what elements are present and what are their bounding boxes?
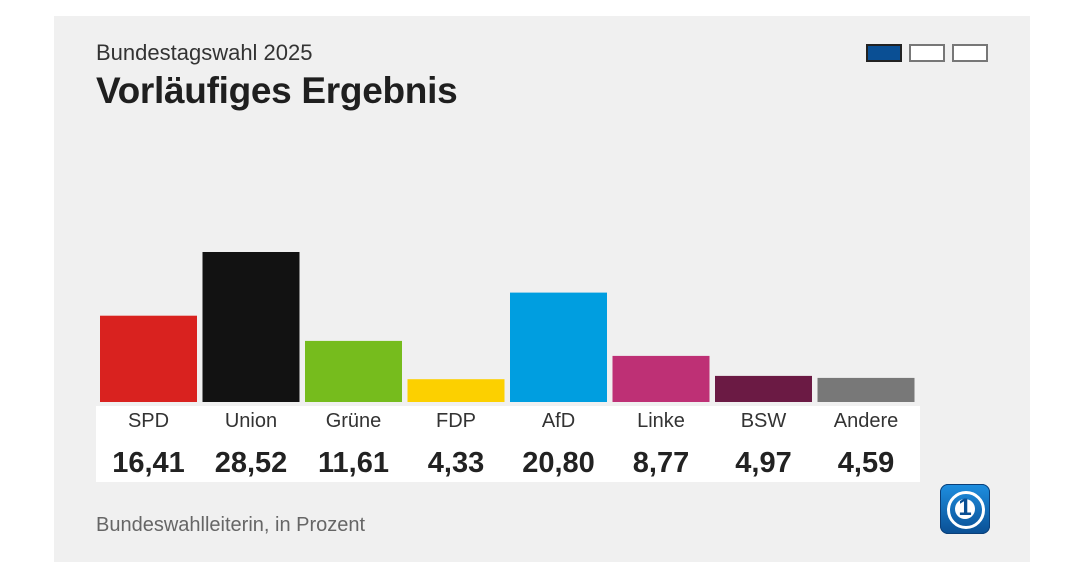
value-label-grüne: 11,61: [318, 447, 389, 479]
bar-grüne: [305, 340, 402, 402]
category-label-spd: SPD: [128, 410, 169, 432]
value-label-spd: 16,41: [112, 447, 185, 479]
page-indicator-2[interactable]: [909, 44, 945, 62]
value-label-fdp: 4,33: [428, 447, 484, 479]
bar-afd: [510, 292, 607, 402]
chart-subtitle: Bundestagswahl 2025: [96, 40, 313, 65]
page-indicator-3[interactable]: [952, 44, 988, 62]
category-label-andere: Andere: [834, 410, 899, 432]
category-label-fdp: FDP: [436, 410, 476, 432]
bar-andere: [817, 377, 915, 402]
value-label-linke: 8,77: [633, 447, 689, 479]
bar-linke: [612, 355, 710, 402]
category-label-union: Union: [225, 410, 277, 432]
tagesschau-logo-icon: 1: [940, 484, 990, 534]
bar-spd: [100, 315, 197, 402]
category-label-grüne: Grüne: [326, 410, 382, 432]
bar-chart: SPD 16,41 Union 28,52 Grüne 11,61 FDP 4,33 AfD 20…: [100, 252, 915, 479]
bar-union: [202, 252, 300, 402]
category-label-linke: Linke: [637, 410, 685, 432]
page-indicator: [866, 44, 988, 62]
category-label-bsw: BSW: [741, 410, 787, 432]
value-label-union: 28,52: [215, 447, 288, 479]
bar-fdp: [407, 379, 505, 402]
value-label-afd: 20,80: [522, 447, 595, 479]
value-label-andere: 4,59: [838, 447, 894, 479]
category-label-afd: AfD: [542, 410, 575, 432]
source-note: Bundeswahlleiterin, in Prozent: [96, 514, 366, 536]
chart-title: Vorläufiges Ergebnis: [96, 70, 458, 111]
bar-bsw: [715, 375, 812, 402]
chart-panel: Bundestagswahl 2025 Vorläufiges Ergebnis…: [54, 16, 1030, 562]
labels-strip: [96, 406, 920, 482]
value-label-bsw: 4,97: [735, 447, 791, 479]
page-indicator-1[interactable]: [866, 44, 902, 62]
